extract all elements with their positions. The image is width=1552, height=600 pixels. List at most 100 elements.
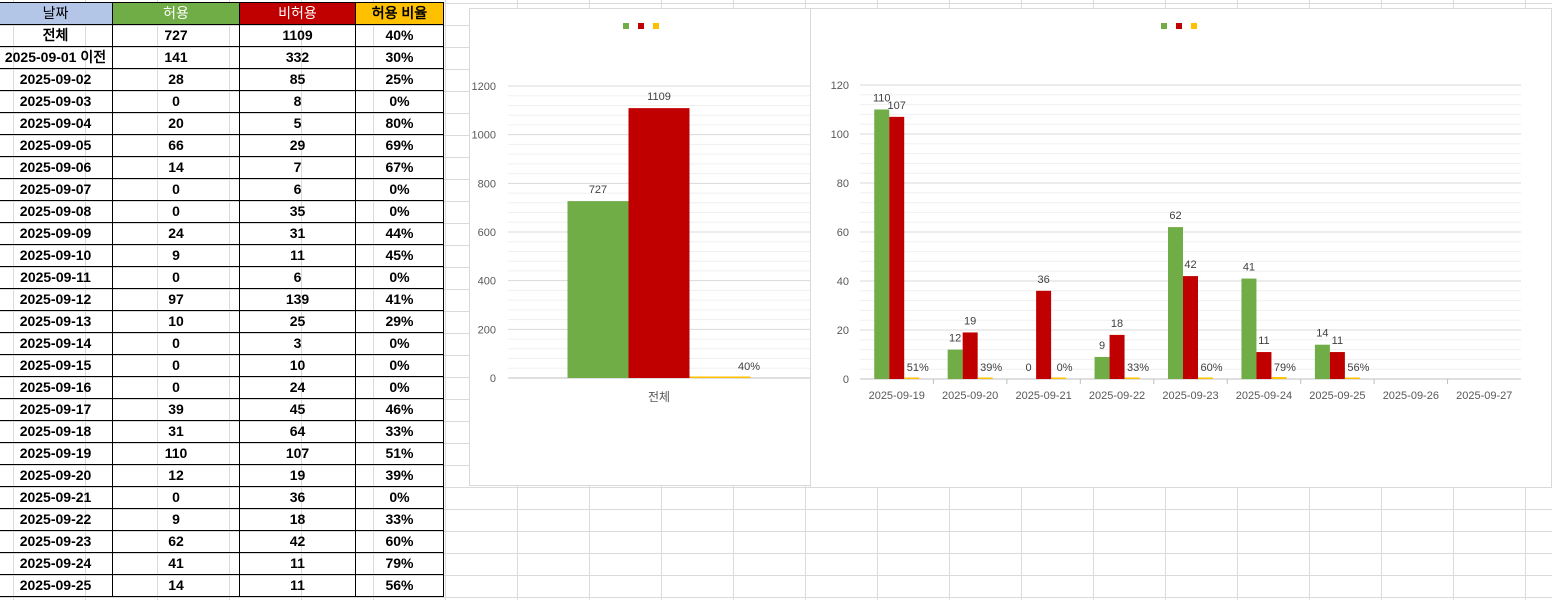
cell-rate[interactable]: 0%: [355, 90, 444, 113]
cell-date[interactable]: 2025-09-10: [0, 244, 113, 267]
cell-rate[interactable]: 39%: [355, 464, 444, 487]
cell-date[interactable]: 2025-09-18: [0, 420, 113, 443]
cell-allow[interactable]: 39: [112, 398, 240, 421]
cell-deny[interactable]: 10: [239, 354, 356, 377]
cell-date[interactable]: 2025-09-03: [0, 90, 113, 113]
cell-rate[interactable]: 79%: [355, 552, 444, 575]
cell-allow[interactable]: 41: [112, 552, 240, 575]
cell-allow[interactable]: 14: [112, 156, 240, 179]
cell-rate[interactable]: 30%: [355, 46, 444, 69]
cell-deny[interactable]: 11: [239, 574, 356, 597]
cell-date[interactable]: 2025-09-02: [0, 68, 113, 91]
cell-date[interactable]: 2025-09-12: [0, 288, 113, 311]
cell-allow[interactable]: 141: [112, 46, 240, 69]
cell-date[interactable]: 2025-09-01 이전: [0, 46, 113, 69]
cell-allow[interactable]: 0: [112, 332, 240, 355]
cell-allow[interactable]: 62: [112, 530, 240, 553]
cell-date[interactable]: 2025-09-22: [0, 508, 113, 531]
cell-allow[interactable]: 28: [112, 68, 240, 91]
cell-rate[interactable]: 0%: [355, 332, 444, 355]
cell-allow[interactable]: 9: [112, 508, 240, 531]
cell-rate[interactable]: 33%: [355, 420, 444, 443]
cell-date[interactable]: 2025-09-05: [0, 134, 113, 157]
cell-date[interactable]: 전체: [0, 24, 113, 47]
cell-rate[interactable]: 56%: [355, 574, 444, 597]
cell-date[interactable]: 2025-09-17: [0, 398, 113, 421]
cell-rate[interactable]: 0%: [355, 266, 444, 289]
total-chart[interactable]: 0 200 400 600 800 1000 1200 전체 727 1109 40%: [469, 8, 812, 486]
cell-deny[interactable]: 5: [239, 112, 356, 135]
cell-rate[interactable]: 0%: [355, 354, 444, 377]
cell-allow[interactable]: 31: [112, 420, 240, 443]
cell-deny[interactable]: 36: [239, 486, 356, 509]
cell-deny[interactable]: 11: [239, 552, 356, 575]
cell-rate[interactable]: 41%: [355, 288, 444, 311]
cell-date[interactable]: 2025-09-07: [0, 178, 113, 201]
cell-rate[interactable]: 80%: [355, 112, 444, 135]
cell-deny[interactable]: 25: [239, 310, 356, 333]
cell-deny[interactable]: 42: [239, 530, 356, 553]
cell-allow[interactable]: 9: [112, 244, 240, 267]
cell-date[interactable]: 2025-09-21: [0, 486, 113, 509]
cell-allow[interactable]: 10: [112, 310, 240, 333]
header-date[interactable]: 날짜: [0, 2, 113, 25]
header-rate[interactable]: 허용 비율: [355, 2, 444, 25]
header-allow[interactable]: 허용: [112, 2, 240, 25]
cell-deny[interactable]: 3: [239, 332, 356, 355]
cell-allow[interactable]: 97: [112, 288, 240, 311]
cell-allow[interactable]: 727: [112, 24, 240, 47]
cell-rate[interactable]: 25%: [355, 68, 444, 91]
cell-allow[interactable]: 0: [112, 178, 240, 201]
cell-deny[interactable]: 7: [239, 156, 356, 179]
cell-date[interactable]: 2025-09-23: [0, 530, 113, 553]
cell-allow[interactable]: 0: [112, 354, 240, 377]
cell-date[interactable]: 2025-09-20: [0, 464, 113, 487]
cell-deny[interactable]: 31: [239, 222, 356, 245]
cell-deny[interactable]: 18: [239, 508, 356, 531]
cell-date[interactable]: 2025-09-19: [0, 442, 113, 465]
cell-deny[interactable]: 6: [239, 266, 356, 289]
cell-allow[interactable]: 0: [112, 486, 240, 509]
cell-date[interactable]: 2025-09-11: [0, 266, 113, 289]
cell-rate[interactable]: 0%: [355, 178, 444, 201]
cell-allow[interactable]: 0: [112, 200, 240, 223]
cell-allow[interactable]: 0: [112, 90, 240, 113]
cell-allow[interactable]: 0: [112, 376, 240, 399]
cell-allow[interactable]: 0: [112, 266, 240, 289]
cell-rate[interactable]: 40%: [355, 24, 444, 47]
cell-deny[interactable]: 107: [239, 442, 356, 465]
cell-deny[interactable]: 1109: [239, 24, 356, 47]
cell-date[interactable]: 2025-09-04: [0, 112, 113, 135]
cell-rate[interactable]: 0%: [355, 200, 444, 223]
cell-deny[interactable]: 45: [239, 398, 356, 421]
cell-rate[interactable]: 0%: [355, 486, 444, 509]
cell-deny[interactable]: 85: [239, 68, 356, 91]
cell-allow[interactable]: 24: [112, 222, 240, 245]
cell-rate[interactable]: 33%: [355, 508, 444, 531]
cell-allow[interactable]: 12: [112, 464, 240, 487]
cell-date[interactable]: 2025-09-08: [0, 200, 113, 223]
cell-rate[interactable]: 45%: [355, 244, 444, 267]
cell-date[interactable]: 2025-09-16: [0, 376, 113, 399]
cell-date[interactable]: 2025-09-24: [0, 552, 113, 575]
cell-date[interactable]: 2025-09-15: [0, 354, 113, 377]
cell-deny[interactable]: 64: [239, 420, 356, 443]
cell-rate[interactable]: 29%: [355, 310, 444, 333]
cell-deny[interactable]: 24: [239, 376, 356, 399]
cell-allow[interactable]: 66: [112, 134, 240, 157]
cell-rate[interactable]: 44%: [355, 222, 444, 245]
cell-deny[interactable]: 19: [239, 464, 356, 487]
cell-date[interactable]: 2025-09-13: [0, 310, 113, 333]
cell-allow[interactable]: 14: [112, 574, 240, 597]
cell-deny[interactable]: 332: [239, 46, 356, 69]
cell-rate[interactable]: 0%: [355, 376, 444, 399]
cell-deny[interactable]: 6: [239, 178, 356, 201]
cell-deny[interactable]: 11: [239, 244, 356, 267]
daily-chart[interactable]: 0 20 40 60 80 100 120 2025-09-19 110 107 51% 2025-0…: [810, 8, 1552, 488]
cell-date[interactable]: 2025-09-14: [0, 332, 113, 355]
cell-rate[interactable]: 67%: [355, 156, 444, 179]
cell-rate[interactable]: 60%: [355, 530, 444, 553]
cell-rate[interactable]: 46%: [355, 398, 444, 421]
cell-deny[interactable]: 35: [239, 200, 356, 223]
cell-allow[interactable]: 20: [112, 112, 240, 135]
